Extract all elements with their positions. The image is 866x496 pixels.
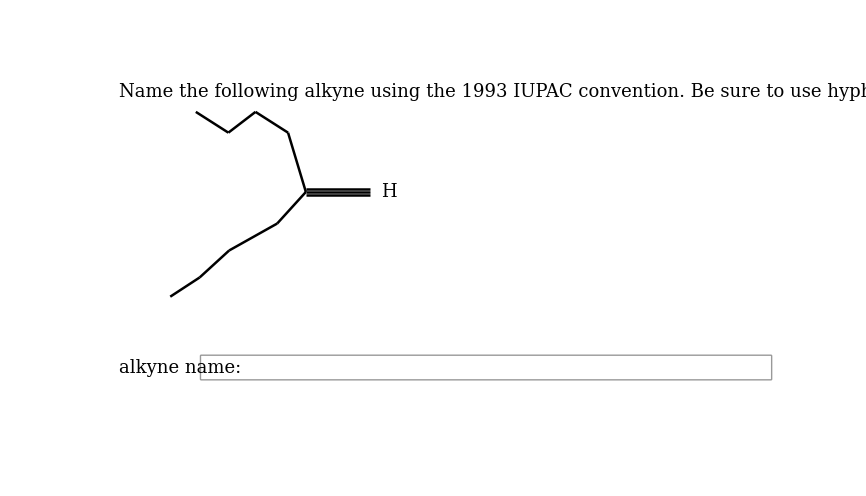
FancyBboxPatch shape [200,355,772,380]
Text: Name the following alkyne using the 1993 IUPAC convention. Be sure to use hyphen: Name the following alkyne using the 1993… [120,83,866,101]
Text: H: H [381,183,397,201]
Text: alkyne name:: alkyne name: [120,359,242,376]
